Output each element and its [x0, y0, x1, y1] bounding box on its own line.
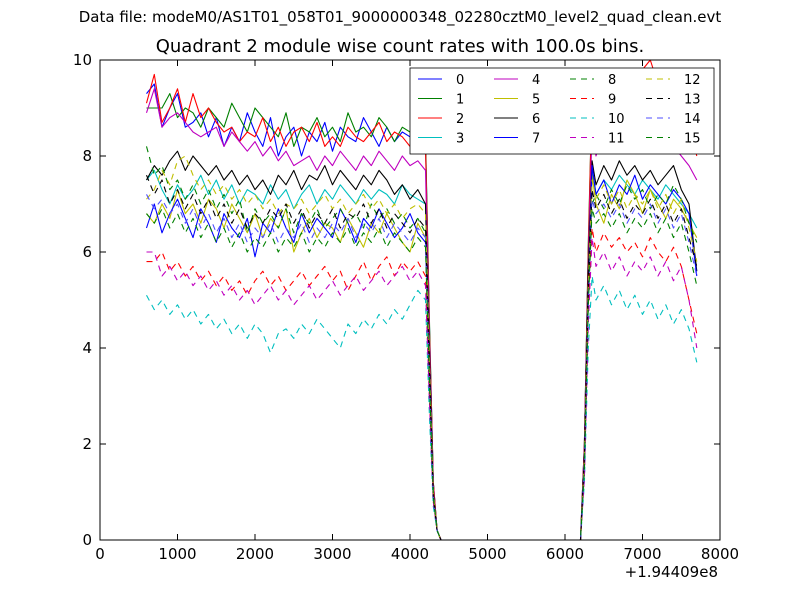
legend-label-3: 3: [456, 132, 464, 147]
series-line-13: [145, 174, 698, 541]
legend-label-13: 13: [684, 93, 701, 108]
x-tick-label: 4000: [391, 545, 429, 563]
series-line-3: [146, 169, 698, 541]
series-line-7: [145, 165, 698, 541]
x-axis-offset-label: +1.94409e8: [625, 563, 718, 581]
series-line-8: [145, 146, 698, 541]
legend-label-1: 1: [456, 93, 464, 108]
x-tick-label: 7000: [623, 545, 661, 563]
legend-label-4: 4: [532, 73, 540, 88]
x-tick-label: 8000: [701, 545, 739, 563]
y-tick-label: 2: [82, 435, 92, 453]
series-line-15: [146, 208, 698, 541]
series-line-11: [146, 237, 698, 541]
x-tick-label: 2000: [236, 545, 274, 563]
x-tick-label: 0: [95, 545, 105, 563]
series-line-9: [146, 227, 698, 541]
y-tick-label: 0: [82, 531, 92, 549]
figure-supertitle: Data file: modeM0/AS1T01_058T01_90000003…: [78, 8, 722, 26]
chart-title: Quadrant 2 module wise count rates with …: [155, 36, 645, 57]
series-line-6: [146, 150, 698, 541]
y-tick-label: 8: [82, 147, 92, 165]
x-tick-label: 5000: [468, 545, 506, 563]
y-tick-label: 10: [73, 51, 92, 69]
legend-label-12: 12: [684, 73, 701, 88]
legend-label-2: 2: [456, 112, 464, 127]
legend-label-11: 11: [608, 132, 625, 147]
legend-label-6: 6: [532, 112, 540, 127]
legend-label-8: 8: [608, 73, 616, 88]
y-tick-label: 6: [82, 243, 92, 261]
x-tick-label: 6000: [546, 545, 584, 563]
legend-label-0: 0: [456, 73, 464, 88]
legend-label-10: 10: [608, 112, 625, 127]
series-line-12: [146, 155, 698, 541]
x-tick-label: 3000: [313, 545, 351, 563]
legend-label-14: 14: [684, 112, 701, 127]
legend-label-7: 7: [532, 132, 540, 147]
legend-label-5: 5: [532, 93, 540, 108]
y-tick-label: 4: [82, 339, 92, 357]
legend-label-15: 15: [684, 132, 701, 147]
legend-box: [409, 67, 715, 155]
legend-label-9: 9: [608, 93, 616, 108]
x-tick-label: 1000: [158, 545, 196, 563]
